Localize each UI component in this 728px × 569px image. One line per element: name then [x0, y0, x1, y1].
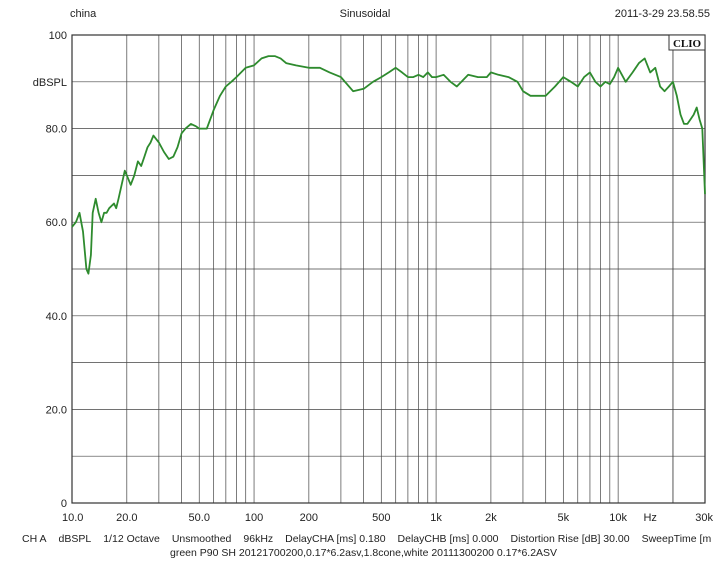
- header-timestamp: 2011-3-29 23.58.55: [614, 8, 710, 20]
- header-signal-type: Sinusoidal: [339, 8, 391, 20]
- y-axis-ticks: 100 dBSPL 80.0 60.0 40.0 20.0 0: [33, 30, 67, 510]
- x-tick-label: 2k: [485, 512, 497, 524]
- x-tick-label: 100: [245, 512, 263, 524]
- measurement-settings: CH A dBSPL 1/12 Octave Unsmoothed 96kHz Delay…: [22, 533, 728, 545]
- x-tick-label: 200: [300, 512, 318, 524]
- y-tick-label: 20.0: [46, 404, 67, 416]
- curve-legend: green P90 SH 20121700200,0.17*6.2asv,1.8…: [170, 547, 558, 559]
- y-tick-label: dBSPL: [33, 77, 67, 89]
- setting-item: DelayCHB [ms] 0.000: [397, 533, 499, 545]
- response-curve: [71, 55, 706, 275]
- plot-frame: [71, 34, 706, 504]
- setting-item: CH A: [22, 533, 47, 545]
- setting-item: Distortion Rise [dB] 30.00: [510, 533, 630, 545]
- y-tick-label: 60.0: [46, 217, 67, 229]
- y-tick-label: 0: [61, 498, 67, 510]
- setting-item: 96kHz: [243, 533, 274, 545]
- y-tick-label: 80.0: [46, 124, 67, 136]
- header-location: china: [70, 8, 97, 20]
- setting-item: SweepTime [m: [641, 533, 712, 545]
- grid-lines: [72, 35, 705, 503]
- setting-item: dBSPL: [58, 533, 92, 545]
- x-tick-label: Hz: [643, 512, 656, 524]
- x-tick-label: 500: [372, 512, 390, 524]
- setting-item: 1/12 Octave: [103, 533, 160, 545]
- x-tick-label: 30k: [695, 512, 713, 524]
- x-axis-ticks: 10.0 20.0 50.0 100 200 500 1k 2k 5k 10k Hz 30k: [62, 512, 713, 524]
- setting-item: DelayCHA [ms] 0.180: [285, 533, 386, 545]
- x-tick-label: 50.0: [189, 512, 210, 524]
- x-tick-label: 5k: [558, 512, 570, 524]
- y-tick-label: 100: [49, 30, 67, 42]
- setting-item: Unsmoothed: [171, 533, 232, 545]
- x-tick-label: 10.0: [62, 512, 83, 524]
- x-tick-label: 1k: [430, 512, 442, 524]
- brand-label: CLIO: [673, 38, 702, 50]
- y-tick-label: 40.0: [46, 311, 67, 323]
- x-tick-label: 10k: [609, 512, 627, 524]
- brand-box: CLIO: [668, 34, 706, 51]
- x-tick-label: 20.0: [116, 512, 137, 524]
